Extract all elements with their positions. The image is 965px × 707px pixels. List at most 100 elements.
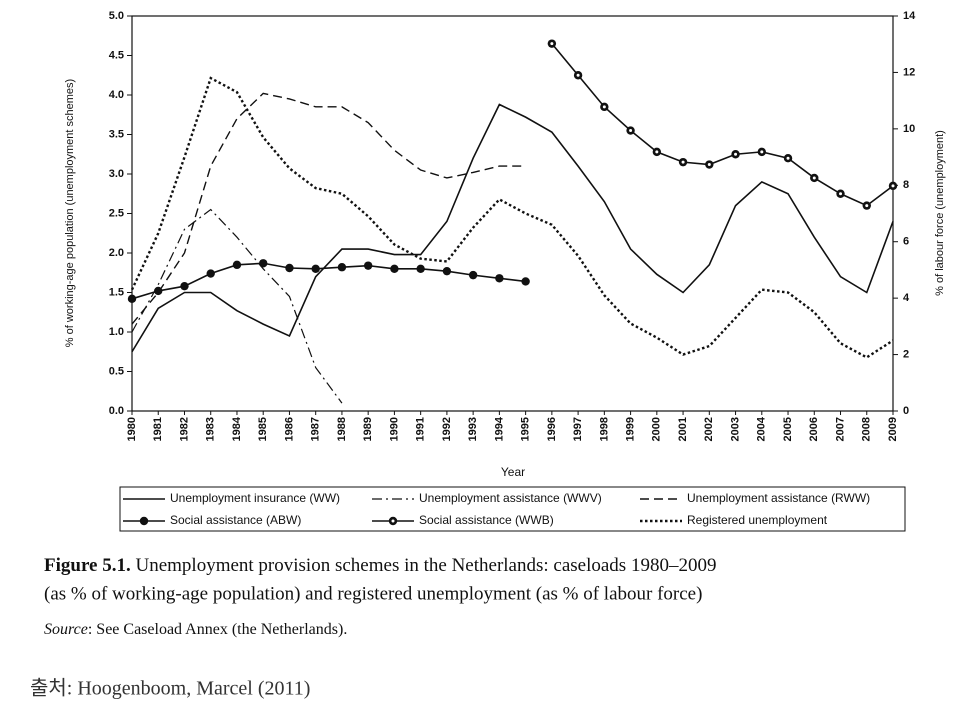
y2-tick-label: 10 bbox=[903, 123, 915, 135]
point bbox=[442, 266, 452, 276]
y2-tick-label: 0 bbox=[903, 405, 909, 417]
point-center bbox=[812, 176, 816, 180]
x-tick-label: 2005 bbox=[782, 417, 794, 441]
legend-box bbox=[119, 486, 906, 532]
point-center bbox=[655, 150, 659, 154]
legend-marker-center bbox=[391, 519, 395, 523]
point bbox=[495, 274, 504, 283]
series-line bbox=[131, 103, 894, 353]
x-tick-label: 1989 bbox=[362, 417, 374, 441]
point bbox=[180, 281, 189, 291]
x-tick-label: 1995 bbox=[520, 417, 532, 441]
point-center bbox=[734, 152, 738, 156]
x-tick-label: 1987 bbox=[310, 417, 322, 441]
x-tick-label: 1985 bbox=[257, 417, 269, 441]
x-tick-label: 1988 bbox=[336, 417, 348, 441]
series-line bbox=[131, 208, 343, 404]
y2-tick-label: 4 bbox=[903, 292, 910, 304]
source-label: Source bbox=[44, 621, 88, 638]
point bbox=[206, 269, 215, 278]
series-line bbox=[131, 262, 526, 300]
x-tick-label: 1991 bbox=[415, 417, 427, 441]
point bbox=[154, 286, 163, 296]
point-center bbox=[707, 163, 711, 167]
point-center bbox=[865, 204, 869, 208]
legend-label: Unemployment insurance (WW) bbox=[170, 491, 340, 505]
point bbox=[390, 264, 399, 273]
legend-label: Registered unemployment bbox=[687, 513, 828, 527]
x-tick-label: 1986 bbox=[283, 417, 295, 441]
y-tick-label: 2.0 bbox=[109, 247, 124, 259]
point bbox=[416, 264, 425, 273]
point-center bbox=[786, 156, 790, 160]
caption-line: (as % of working-age population) and reg… bbox=[44, 583, 702, 604]
y2-tick-label: 2 bbox=[903, 348, 909, 360]
legend-label: Unemployment assistance (RWW) bbox=[687, 491, 870, 505]
point bbox=[521, 277, 530, 286]
x-tick-label: 2007 bbox=[834, 417, 846, 441]
point-center bbox=[550, 42, 554, 46]
x-tick-label: 1996 bbox=[546, 417, 558, 441]
y-tick-label: 3.5 bbox=[109, 128, 124, 140]
x-tick-label: 1983 bbox=[205, 417, 217, 441]
y-tick-label: 5.0 bbox=[109, 10, 124, 22]
x-axis-title: Year bbox=[501, 465, 525, 479]
x-tick-label: 1981 bbox=[152, 417, 164, 441]
source: Source: See Caseload Annex (the Netherla… bbox=[44, 621, 347, 638]
x-tick-label: 1984 bbox=[231, 416, 243, 441]
y2-axis-title: % of labour force (unemployment) bbox=[934, 130, 946, 296]
x-tick-label: 2002 bbox=[703, 417, 715, 441]
y2-tick-label: 6 bbox=[903, 236, 909, 248]
point-center bbox=[629, 129, 633, 133]
y-tick-label: 0.0 bbox=[109, 405, 124, 417]
point bbox=[259, 259, 268, 268]
source-text: : See Caseload Annex (the Netherlands). bbox=[88, 621, 347, 638]
point bbox=[127, 294, 137, 304]
y-tick-label: 1.5 bbox=[109, 286, 124, 298]
point-center bbox=[839, 192, 843, 196]
point bbox=[311, 264, 320, 273]
y-tick-label: 3.0 bbox=[109, 168, 124, 180]
y-tick-label: 4.5 bbox=[109, 49, 124, 61]
credit: 출처: Hoogenboom, Marcel (2011) bbox=[30, 677, 310, 700]
x-tick-label: 2009 bbox=[887, 417, 899, 441]
point-center bbox=[681, 160, 685, 164]
point bbox=[363, 261, 373, 270]
x-tick-label: 1982 bbox=[178, 417, 190, 441]
x-tick-label: 2006 bbox=[808, 417, 820, 441]
caption-line: Unemployment provision schemes in the Ne… bbox=[135, 555, 716, 576]
x-tick-label: 2003 bbox=[729, 417, 741, 441]
y-tick-label: 4.0 bbox=[109, 89, 124, 101]
point-center bbox=[891, 184, 895, 188]
caption: Figure 5.1. Unemployment provision schem… bbox=[44, 555, 716, 576]
y2-tick-label: 8 bbox=[903, 179, 909, 191]
x-tick-label: 1994 bbox=[493, 416, 505, 441]
series-line bbox=[551, 43, 894, 207]
y-tick-label: 0.5 bbox=[109, 365, 124, 377]
point bbox=[285, 263, 294, 273]
caption-label: Figure 5.1. bbox=[44, 555, 131, 576]
legend-marker bbox=[139, 516, 149, 526]
y2-tick-label: 12 bbox=[903, 66, 915, 78]
point-center bbox=[602, 105, 606, 109]
x-tick-label: 2000 bbox=[651, 417, 663, 441]
x-tick-label: 1990 bbox=[388, 417, 400, 441]
legend-label: Unemployment assistance (WWV) bbox=[419, 491, 602, 505]
series-line bbox=[131, 92, 526, 325]
point bbox=[232, 260, 242, 270]
x-tick-label: 1998 bbox=[598, 417, 610, 441]
legend-label: Social assistance (WWB) bbox=[419, 513, 554, 527]
point-center bbox=[760, 150, 764, 154]
y-axis-title: % of working-age population (unemploymen… bbox=[64, 79, 76, 347]
legend-label: Social assistance (ABW) bbox=[170, 513, 301, 527]
x-tick-label: 1997 bbox=[572, 417, 584, 441]
x-tick-label: 2008 bbox=[861, 417, 873, 441]
y-tick-label: 1.0 bbox=[109, 326, 124, 338]
y-tick-label: 2.5 bbox=[109, 207, 124, 219]
x-tick-label: 1980 bbox=[126, 417, 138, 441]
x-tick-label: 2001 bbox=[677, 417, 689, 441]
plot-frame bbox=[131, 15, 894, 412]
y2-tick-label: 14 bbox=[903, 10, 916, 22]
